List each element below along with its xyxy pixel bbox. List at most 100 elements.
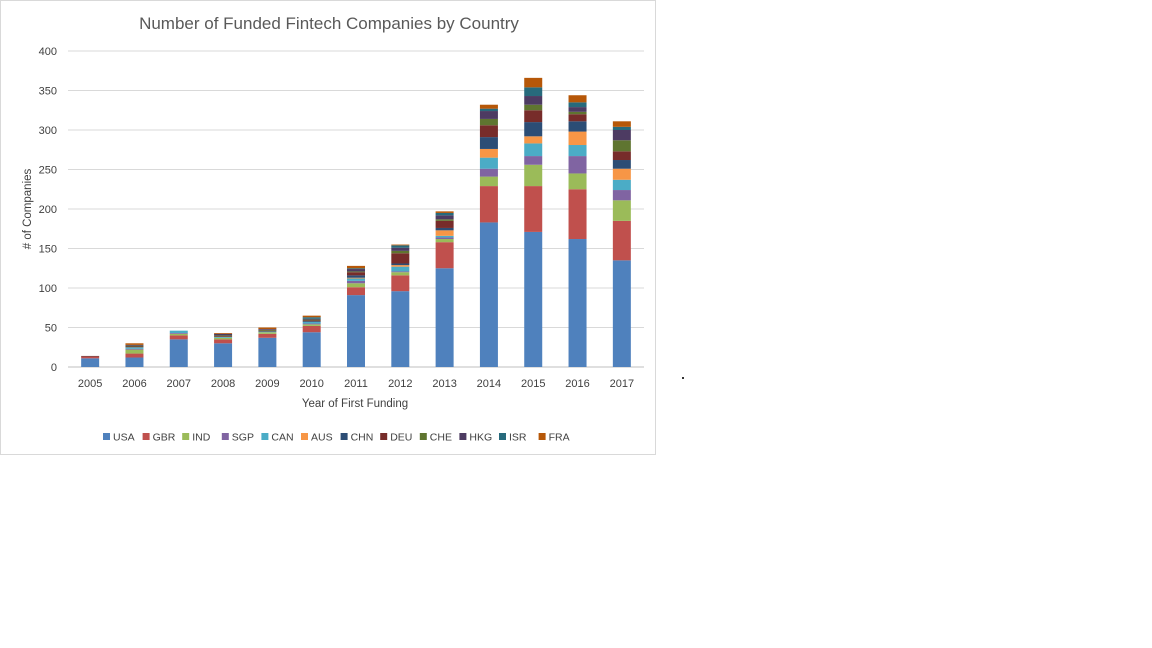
bar-segment-fra-2015 [524,77,543,88]
bar-segment-usa-2005 [81,358,100,367]
bar-segment-che-2014 [479,118,498,126]
bar-segment-sgp-2014 [479,168,498,177]
bar-segment-isr-2010 [302,317,321,319]
x-tick-label: 2014 [477,378,501,390]
stacked-bar-chart: Number of Funded Fintech Companies by Co… [22,14,644,444]
legend-swatch-gbr [142,433,150,440]
bar-segment-sgp-2016 [568,156,587,174]
bar-segment-hkg-2017 [612,130,631,141]
bar-segment-aus-2015 [524,136,543,144]
bar-segment-aus-2011 [347,277,365,279]
bar-segment-gbr-2014 [479,186,498,223]
y-tick-label: 0 [51,362,57,374]
bar-segment-deu-2013 [435,220,454,228]
bar-segment-che-2013 [435,219,454,221]
legend-label-sgp: SGP [232,432,254,444]
legend-swatch-hkg [459,433,467,440]
legend-label-fra: FRA [549,432,570,444]
bar-segment-che-2009 [258,329,277,331]
bar-segment-gbr-2007 [169,335,188,340]
bar-segment-ind-2015 [524,164,543,187]
bar-segment-deu-2017 [612,151,631,161]
bar-segment-che-2011 [347,271,365,273]
bar-segment-fra-2009 [258,327,277,330]
bar-segment-che-2010 [302,319,321,321]
bar-segment-gbr-2009 [258,333,277,338]
bar-segment-deu-2012 [391,253,410,264]
bar-segment-can-2017 [612,179,631,191]
legend-swatch-aus [301,433,308,440]
bar-segment-deu-2009 [258,330,277,332]
bar-segment-gbr-2008 [214,339,233,344]
legend-swatch-ind [182,433,190,440]
legend-swatch-fra [538,433,546,440]
bar-segment-ind-2008 [214,337,233,340]
y-axis-title: # of Companies [22,168,34,249]
bar-segment-gbr-2017 [612,220,631,261]
bar-segment-usa-2014 [479,222,498,367]
legend-label-usa: USA [113,432,135,444]
bar-segment-usa-2017 [612,260,631,367]
bar-segment-gbr-2005 [81,356,100,359]
bar-segment-isr-2017 [612,126,631,130]
bar-segment-usa-2012 [391,291,410,367]
bar-segment-aus-2016 [568,131,587,146]
bar-segment-chn-2015 [524,122,543,137]
legend-swatch-che [419,433,427,440]
bar-segment-sgp-2007 [169,333,188,334]
legend-label-hkg: HKG [469,432,492,444]
bar-segment-fra-2012 [391,244,410,246]
bar-segment-aus-2013 [435,230,454,236]
bar-segment-can-2015 [524,143,543,157]
bar-segment-can-2010 [302,321,321,324]
bar-segment-hkg-2009 [258,329,277,330]
bar-segment-deu-2010 [302,320,321,322]
bar-segment-ind-2010 [302,324,321,326]
bar-segment-aus-2012 [391,265,410,267]
legend-label-gbr: GBR [153,432,176,444]
bar-segment-deu-2005 [81,355,100,357]
legend-label-chn: CHN [351,432,374,444]
x-tick-label: 2010 [299,378,323,390]
bar-segment-gbr-2016 [568,189,587,240]
bar-segment-fra-2017 [612,121,631,127]
legend-swatch-sgp [221,433,229,440]
y-tick-label: 400 [39,46,57,58]
bar-segment-chn-2017 [612,160,631,169]
y-tick-label: 100 [39,283,57,295]
bar-segment-deu-2006 [125,346,144,348]
x-tick-label: 2009 [255,378,279,390]
x-tick-label: 2006 [122,378,146,390]
bar-segment-che-2015 [524,104,543,111]
y-tick-label: 50 [45,323,57,335]
bar-segment-sgp-2013 [435,237,454,240]
bar-segment-usa-2013 [435,268,454,367]
bar-segment-chn-2013 [435,227,454,231]
bar-segment-ind-2007 [169,333,188,336]
bar-segment-can-2009 [258,331,277,333]
stray-dot [682,377,684,379]
x-tick-label: 2017 [610,378,634,390]
bar-segment-che-2008 [214,335,233,337]
x-tick-label: 2016 [565,378,589,390]
bar-segment-usa-2008 [214,343,233,367]
bar-segment-ind-2009 [258,332,277,334]
bar-segment-deu-2015 [524,110,543,123]
bar-segment-hkg-2011 [347,269,365,272]
legend-label-can: CAN [271,432,293,444]
bar-segment-can-2011 [347,278,365,281]
bar-segment-chn-2010 [302,321,321,322]
y-tick-label: 150 [39,244,57,256]
legend-swatch-isr [499,433,506,440]
bar-segment-chn-2014 [479,137,498,149]
bar-segment-hkg-2014 [479,111,498,119]
bar-segment-che-2006 [125,345,144,347]
bar-segment-ind-2014 [479,176,498,187]
bar-segment-deu-2014 [479,125,498,138]
bar-segment-can-2016 [568,145,587,157]
y-tick-label: 350 [39,86,57,98]
bar-segment-usa-2010 [302,332,321,367]
bar-segment-che-2012 [391,250,410,254]
x-tick-label: 2005 [78,378,102,390]
bar-segment-hkg-2013 [435,215,454,220]
